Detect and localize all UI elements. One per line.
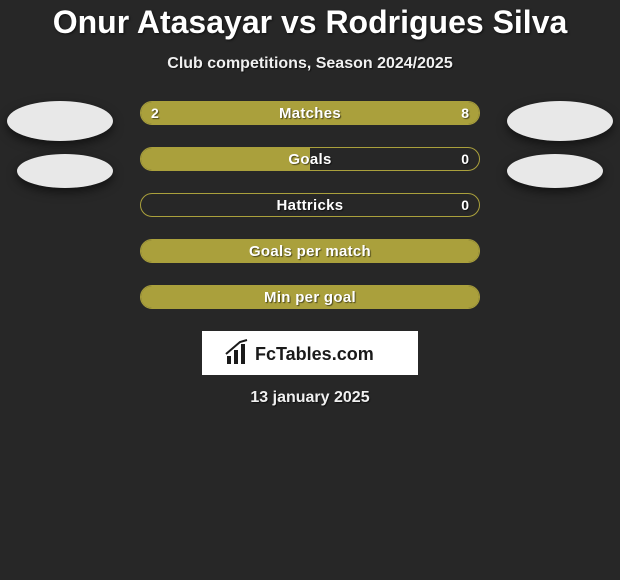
date-text: 13 january 2025 bbox=[0, 389, 620, 407]
team-right-avatar-icon bbox=[507, 154, 603, 188]
stat-label: Min per goal bbox=[141, 286, 479, 308]
stat-value-left: 2 bbox=[151, 102, 159, 124]
player-right-avatar-icon bbox=[507, 101, 613, 141]
stat-row: Min per goal bbox=[140, 285, 480, 309]
player-left-avatar-icon bbox=[7, 101, 113, 141]
stat-value-right: 0 bbox=[461, 194, 469, 216]
stat-label: Goals per match bbox=[141, 240, 479, 262]
stat-label: Hattricks bbox=[141, 194, 479, 216]
page-title: Onur Atasayar vs Rodrigues Silva bbox=[0, 4, 620, 41]
stats-area: Matches28Goals0Hattricks0Goals per match… bbox=[0, 101, 620, 407]
chart-icon: FcTables.com bbox=[225, 338, 395, 368]
brand-text: FcTables.com bbox=[255, 344, 374, 364]
subtitle: Club competitions, Season 2024/2025 bbox=[0, 55, 620, 73]
stat-label: Matches bbox=[141, 102, 479, 124]
stat-label: Goals bbox=[141, 148, 479, 170]
stat-row: Goals per match bbox=[140, 239, 480, 263]
stat-row: Goals0 bbox=[140, 147, 480, 171]
infographic-root: Onur Atasayar vs Rodrigues Silva Club co… bbox=[0, 0, 620, 580]
stat-value-right: 0 bbox=[461, 148, 469, 170]
site-branding: FcTables.com bbox=[202, 331, 418, 375]
stat-value-right: 8 bbox=[461, 102, 469, 124]
team-left-avatar-icon bbox=[17, 154, 113, 188]
stat-row: Hattricks0 bbox=[140, 193, 480, 217]
stat-row: Matches2 8 bbox=[140, 101, 480, 125]
